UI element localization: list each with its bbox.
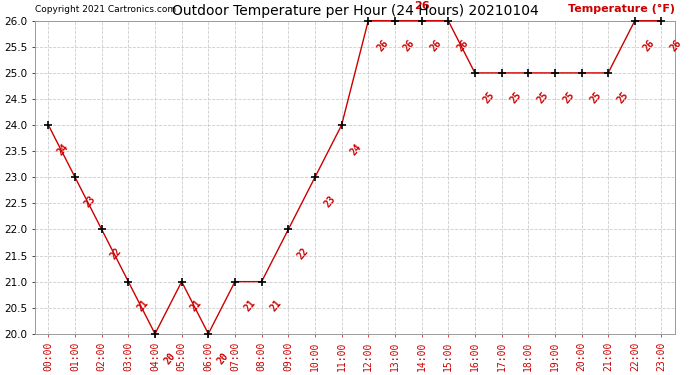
Text: 21: 21 (268, 298, 284, 314)
Text: 20: 20 (215, 351, 230, 366)
Text: 25: 25 (509, 90, 524, 105)
Text: 26: 26 (669, 38, 684, 53)
Text: 25: 25 (562, 90, 577, 105)
Text: 25: 25 (589, 90, 604, 105)
Text: 23: 23 (322, 194, 337, 209)
Text: Temperature (°F): Temperature (°F) (568, 4, 675, 15)
Text: 26: 26 (455, 38, 471, 53)
Title: Outdoor Temperature per Hour (24 Hours) 20210104: Outdoor Temperature per Hour (24 Hours) … (172, 4, 538, 18)
Text: 25: 25 (482, 90, 497, 105)
Text: 26: 26 (428, 38, 444, 53)
Text: 22: 22 (108, 246, 124, 261)
Text: 22: 22 (295, 246, 310, 261)
Text: 26: 26 (402, 38, 417, 53)
Text: Copyright 2021 Cartronics.com: Copyright 2021 Cartronics.com (35, 6, 176, 15)
Text: 21: 21 (135, 298, 150, 314)
Text: 23: 23 (82, 194, 97, 209)
Text: 21: 21 (188, 298, 204, 314)
Text: 24: 24 (348, 142, 364, 157)
Text: 26: 26 (414, 2, 429, 11)
Text: 21: 21 (242, 298, 257, 314)
Text: 24: 24 (55, 142, 70, 157)
Text: 20: 20 (162, 351, 177, 366)
Text: 25: 25 (535, 90, 551, 105)
Text: 26: 26 (375, 38, 391, 53)
Text: 25: 25 (615, 90, 631, 105)
Text: 26: 26 (642, 38, 657, 53)
